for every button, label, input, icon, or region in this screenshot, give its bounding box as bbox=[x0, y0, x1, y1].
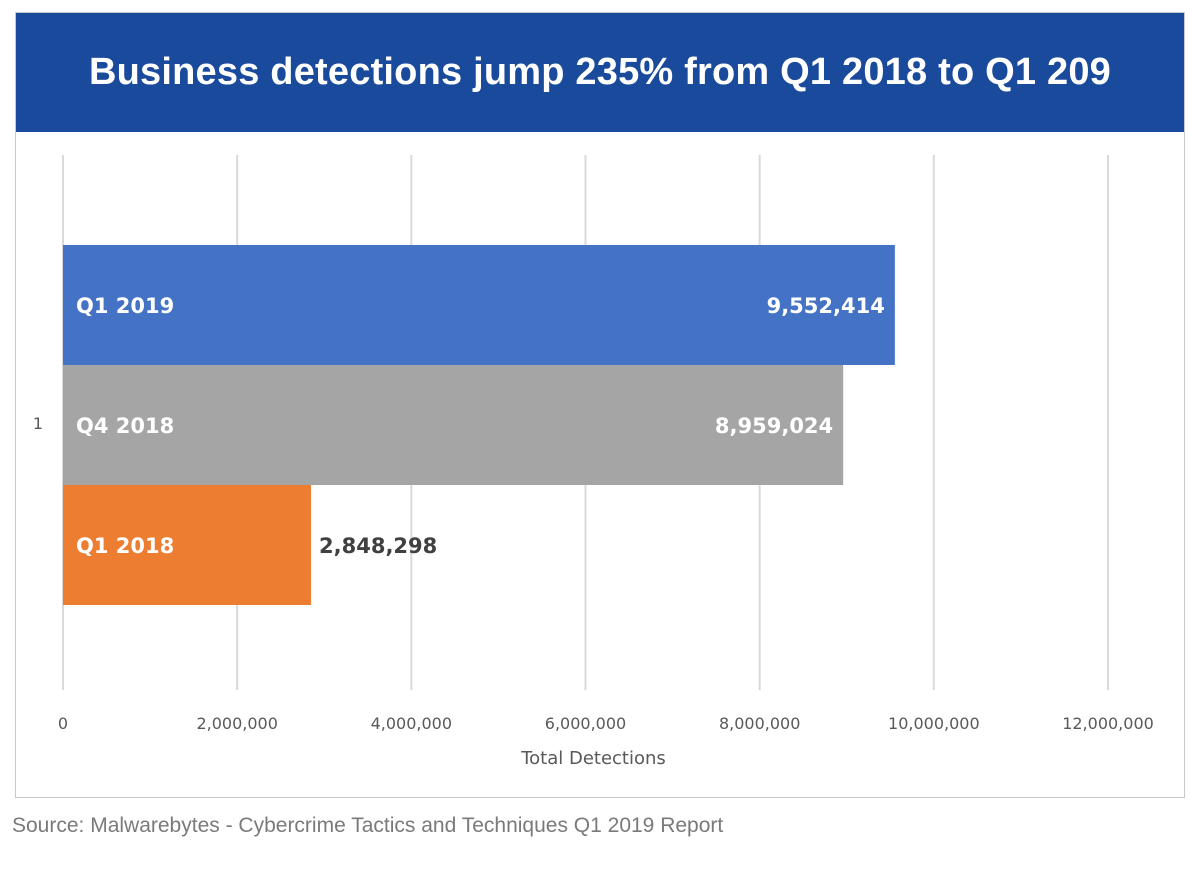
y-category-label: 1 bbox=[33, 414, 43, 433]
x-tick-label: 6,000,000 bbox=[545, 714, 626, 733]
x-tick-label: 12,000,000 bbox=[1062, 714, 1154, 733]
bar-series-label: Q1 2018 bbox=[76, 534, 174, 558]
x-tick-label: 8,000,000 bbox=[719, 714, 800, 733]
bars bbox=[63, 245, 895, 605]
x-axis: 0 2,000,000 4,000,000 6,000,000 8,000,000 10,… bbox=[33, 414, 1154, 769]
x-tick-label: 2,000,000 bbox=[196, 714, 277, 733]
data-label: 9,552,414 bbox=[767, 294, 885, 318]
data-label: 2,848,298 bbox=[319, 534, 437, 558]
bar-series-label: Q4 2018 bbox=[76, 414, 174, 438]
bar bbox=[63, 485, 312, 605]
x-tick-label: 4,000,000 bbox=[371, 714, 452, 733]
data-label: 8,959,024 bbox=[715, 414, 833, 438]
bar bbox=[63, 245, 895, 365]
x-tick-label: 0 bbox=[58, 714, 68, 733]
title-banner: Business detections jump 235% from Q1 20… bbox=[16, 13, 1184, 132]
x-axis-title: Total Detections bbox=[520, 748, 666, 769]
x-tick-label: 10,000,000 bbox=[888, 714, 980, 733]
labels: Q1 2019 9,552,414 Q4 2018 8,959,024 Q1 2018 2… bbox=[76, 294, 885, 558]
bar bbox=[63, 365, 844, 485]
bar-series-label: Q1 2019 bbox=[76, 294, 174, 318]
chart-title: Business detections jump 235% from Q1 20… bbox=[88, 51, 1111, 93]
source-note: Source: Malwarebytes - Cybercrime Tactic… bbox=[12, 814, 724, 837]
